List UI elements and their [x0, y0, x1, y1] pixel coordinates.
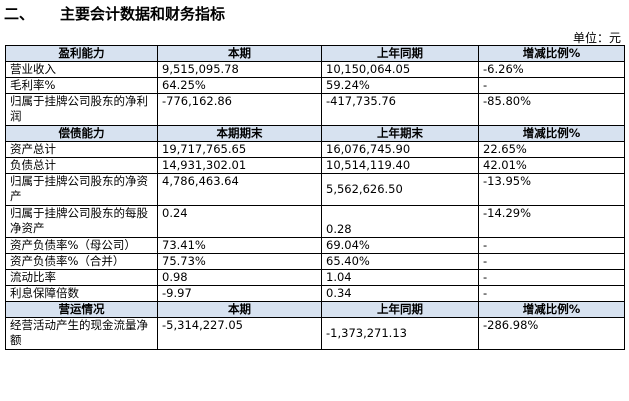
value-cell: -776,162.86 [157, 93, 322, 126]
table-row: 营业收入 9,515,095.78 10,150,064.05 -6.26% [5, 61, 625, 78]
table-row: 归属于挂牌公司股东的每股净资产 0.24 0.28 -14.29% [5, 205, 625, 238]
table-row: 资产总计 19,717,765.65 16,076,745.90 22.65% [5, 141, 625, 158]
table-row: 负债总计 14,931,302.01 10,514,119.40 42.01% [5, 157, 625, 174]
financial-table: 盈利能力 本期 上年同期 增减比例% 营业收入 9,515,095.78 10,… [5, 45, 625, 350]
value-cell: 14,931,302.01 [157, 157, 322, 174]
header-cell: 本期 [157, 45, 322, 62]
value-cell: 10,150,064.05 [321, 61, 479, 78]
value-cell: -1,373,271.13 [321, 317, 479, 350]
row-label: 资产负债率%（合并） [5, 253, 158, 270]
table-row: 资产负债率%（母公司） 73.41% 69.04% - [5, 237, 625, 254]
value-cell: 4,786,463.64 [157, 173, 322, 206]
header-cell: 上年同期 [321, 301, 479, 318]
value-cell: -13.95% [478, 173, 625, 206]
section-heading: 二、 主要会计数据和财务指标 [4, 3, 225, 24]
value-cell: 0.28 [321, 205, 479, 238]
value-cell: - [478, 237, 625, 254]
section-title: 主要会计数据和财务指标 [60, 5, 226, 23]
unit-label: 单位：元 [572, 31, 621, 45]
table-row: 经营活动产生的现金流量净额 -5,314,227.05 -1,373,271.1… [5, 317, 625, 350]
value-cell: 42.01% [478, 157, 625, 174]
value-cell: - [478, 269, 625, 286]
section-header-profitability: 盈利能力 本期 上年同期 增减比例% [5, 45, 625, 62]
value-cell: -6.26% [478, 61, 625, 78]
row-label: 资产负债率%（母公司） [5, 237, 158, 254]
section-number: 二、 [4, 5, 35, 23]
value-cell: 59.24% [321, 77, 479, 94]
value-cell: 0.98 [157, 269, 322, 286]
row-label: 资产总计 [5, 141, 158, 158]
header-cell: 本期期末 [157, 125, 322, 142]
value-cell: -5,314,227.05 [157, 317, 322, 350]
table-row: 资产负债率%（合并） 75.73% 65.40% - [5, 253, 625, 270]
row-label: 营业收入 [5, 61, 158, 78]
row-label: 归属于挂牌公司股东的每股净资产 [5, 205, 158, 238]
value-cell: 1.04 [321, 269, 479, 286]
value-cell: - [478, 77, 625, 94]
value-cell: 65.40% [321, 253, 479, 270]
table-row: 流动比率 0.98 1.04 - [5, 269, 625, 286]
value-cell: - [478, 253, 625, 270]
row-label: 流动比率 [5, 269, 158, 286]
value-cell: 0.34 [321, 285, 479, 302]
value-cell: 69.04% [321, 237, 479, 254]
table-row: 归属于挂牌公司股东的净利润 -776,162.86 -417,735.76 -8… [5, 93, 625, 126]
value-cell: 9,515,095.78 [157, 61, 322, 78]
value-cell: 19,717,765.65 [157, 141, 322, 158]
header-cell: 增减比例% [478, 301, 625, 318]
value-cell: 22.65% [478, 141, 625, 158]
value-cell: 75.73% [157, 253, 322, 270]
table-row: 利息保障倍数 -9.97 0.34 - [5, 285, 625, 302]
value-cell: 16,076,745.90 [321, 141, 479, 158]
value-cell: - [478, 285, 625, 302]
row-label: 毛利率% [5, 77, 158, 94]
value-cell: 5,562,626.50 [321, 173, 479, 206]
header-cell: 增减比例% [478, 45, 625, 62]
header-cell: 盈利能力 [5, 45, 158, 62]
value-cell: 73.41% [157, 237, 322, 254]
row-label: 利息保障倍数 [5, 285, 158, 302]
row-label: 归属于挂牌公司股东的净利润 [5, 93, 158, 126]
value-cell: -417,735.76 [321, 93, 479, 126]
value-cell: -9.97 [157, 285, 322, 302]
value-cell: 0.24 [157, 205, 322, 238]
header-cell: 上年同期 [321, 45, 479, 62]
header-cell: 本期 [157, 301, 322, 318]
table-row: 毛利率% 64.25% 59.24% - [5, 77, 625, 94]
row-label: 负债总计 [5, 157, 158, 174]
section-header-operations: 营运情况 本期 上年同期 增减比例% [5, 301, 625, 318]
value-cell: -85.80% [478, 93, 625, 126]
header-cell: 上年期末 [321, 125, 479, 142]
section-header-solvency: 偿债能力 本期期末 上年期末 增减比例% [5, 125, 625, 142]
value-cell: -286.98% [478, 317, 625, 350]
value-cell: 10,514,119.40 [321, 157, 479, 174]
header-cell: 增减比例% [478, 125, 625, 142]
header-cell: 营运情况 [5, 301, 158, 318]
value-cell: -14.29% [478, 205, 625, 238]
header-cell: 偿债能力 [5, 125, 158, 142]
row-label: 经营活动产生的现金流量净额 [5, 317, 158, 350]
value-cell: 64.25% [157, 77, 322, 94]
table-row: 归属于挂牌公司股东的净资产 4,786,463.64 5,562,626.50 … [5, 173, 625, 206]
row-label: 归属于挂牌公司股东的净资产 [5, 173, 158, 206]
